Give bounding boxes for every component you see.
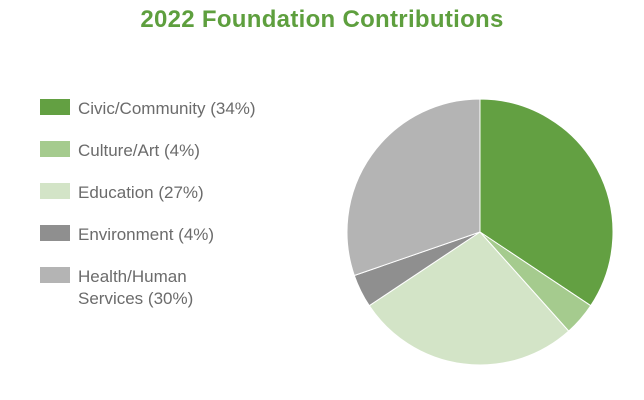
legend-swatch-environment bbox=[40, 225, 70, 241]
legend-item-culture-art: Culture/Art (4%) bbox=[40, 140, 320, 182]
legend-label-education: Education (27%) bbox=[78, 183, 204, 202]
legend-swatch-culture-art bbox=[40, 141, 70, 157]
legend: Civic/Community (34%) Culture/Art (4%) E… bbox=[40, 98, 320, 308]
legend-item-civic-community: Civic/Community (34%) bbox=[40, 98, 320, 140]
pie-chart bbox=[346, 98, 614, 366]
pie-slice-education bbox=[368, 231, 570, 366]
legend-label-environment: Environment (4%) bbox=[78, 225, 215, 244]
legend-label-health-human-services: Health/Human Services (30%) bbox=[78, 267, 194, 308]
legend-label-civic-community: Civic/Community (34%) bbox=[78, 99, 256, 118]
legend-swatch-education bbox=[40, 183, 70, 199]
legend-item-education: Education (27%) bbox=[40, 182, 320, 224]
chart-title: 2022 Foundation Contributions bbox=[140, 6, 504, 33]
legend-item-health-human-services: Health/Human Services (30%) bbox=[40, 266, 320, 308]
legend-swatch-health-human-services bbox=[40, 267, 70, 283]
legend-swatch-civic-community bbox=[40, 99, 70, 115]
legend-label-culture-art: Culture/Art (4%) bbox=[78, 141, 200, 160]
pie-slice-health-human-services bbox=[346, 98, 481, 277]
legend-item-environment: Environment (4%) bbox=[40, 224, 320, 266]
